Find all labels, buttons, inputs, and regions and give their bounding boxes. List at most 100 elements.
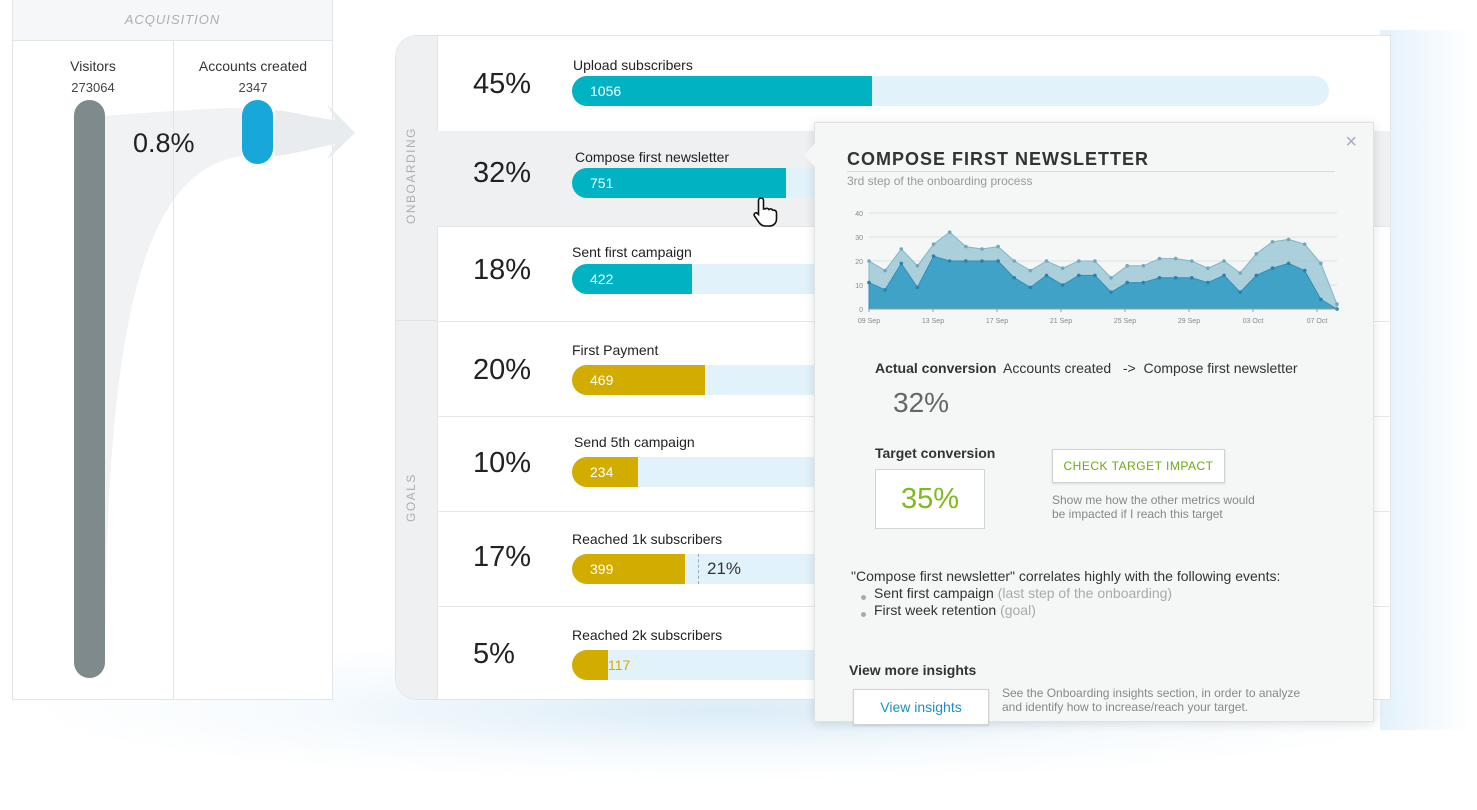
hand-cursor-icon	[753, 197, 778, 227]
visitors-bar[interactable]	[74, 100, 105, 678]
section-strip	[396, 36, 438, 699]
y-tick-label: 30	[855, 235, 863, 242]
data-point	[964, 259, 968, 263]
data-point	[1206, 266, 1210, 270]
x-tick-label: 07 Oct	[1307, 318, 1328, 325]
target-conversion-label: Target conversion	[875, 445, 996, 461]
data-point	[1302, 242, 1307, 246]
popup-title: COMPOSE FIRST NEWSLETTER	[847, 149, 1150, 169]
insights-description-1: See the Onboarding insights section, in …	[1002, 686, 1301, 700]
data-point	[1012, 259, 1017, 263]
data-point	[947, 230, 952, 234]
view-insights-button[interactable]: View insights	[853, 689, 989, 725]
data-point	[1012, 276, 1017, 280]
data-point	[1335, 302, 1339, 306]
section-label-onboarding: ONBOARDING	[404, 126, 418, 224]
title-divider	[847, 171, 1335, 172]
correlation-text: "Compose first newsletter" correlates hi…	[851, 568, 1281, 584]
data-point	[1270, 240, 1275, 244]
data-point	[1254, 252, 1259, 256]
data-point	[867, 280, 871, 285]
data-point	[1076, 259, 1081, 263]
acquisition-divider	[173, 40, 174, 699]
popup-notch	[804, 143, 815, 167]
row-bar[interactable]: 469	[572, 365, 705, 395]
data-point	[899, 261, 904, 266]
row-bar[interactable]: 399	[572, 554, 685, 584]
data-point	[1141, 264, 1146, 268]
conversion-trend-chart: 0 10 20 30 40 09 Sep 13 Sep 17 Sep 21 Sep 25 Sep 2…	[855, 211, 1339, 325]
visitors-label: Visitors	[70, 58, 116, 74]
actual-conversion-value: 32%	[893, 387, 950, 418]
y-tick-label: 40	[855, 211, 863, 218]
check-target-impact-button[interactable]: CHECK TARGET IMPACT	[1052, 449, 1225, 483]
accounts-bar[interactable]	[242, 100, 273, 164]
data-point	[1028, 285, 1033, 290]
row-label: Send 5th campaign	[574, 434, 695, 450]
row-percent: 18%	[473, 254, 532, 286]
correlation-event: Sent first campaign	[874, 585, 994, 601]
bullet-icon	[861, 612, 866, 617]
funnel-connector	[105, 108, 242, 678]
funnel-row-upload-subscribers[interactable]: 45% Upload subscribers 1056	[437, 36, 1390, 132]
section-label-goals: GOALS	[404, 473, 418, 522]
accounts-column: Accounts created 2347	[173, 58, 333, 95]
correlation-item: First week retention (goal)	[861, 602, 1036, 618]
insights-title: View more insights	[849, 662, 977, 678]
actual-conversion-label: Actual conversion	[875, 360, 997, 376]
correlation-note: (goal)	[1000, 602, 1036, 618]
row-label: Sent first campaign	[572, 244, 692, 260]
data-point	[931, 254, 936, 258]
data-point	[1157, 256, 1162, 261]
row-bar[interactable]: 117	[572, 650, 630, 680]
x-tick-label: 29 Sep	[1178, 318, 1200, 325]
x-tick-label: 09 Sep	[858, 318, 880, 325]
row-percent: 17%	[473, 541, 532, 573]
row-bar[interactable]: 422	[572, 264, 692, 294]
accounts-value: 2347	[238, 80, 268, 95]
row-percent: 20%	[473, 354, 532, 386]
data-point	[1286, 261, 1291, 266]
row-bar[interactable]: 234	[572, 457, 638, 487]
close-icon[interactable]: ×	[1345, 131, 1357, 153]
y-tick-label: 20	[855, 259, 863, 266]
data-point	[931, 242, 936, 246]
data-point	[1157, 276, 1162, 280]
row-label: Compose first newsletter	[575, 149, 730, 165]
row-percent: 32%	[473, 157, 532, 189]
data-point	[1125, 280, 1130, 285]
data-point	[1109, 276, 1113, 280]
data-point	[1173, 256, 1178, 261]
data-point	[996, 259, 1000, 263]
data-point	[980, 247, 984, 251]
data-point	[1270, 266, 1275, 270]
data-point	[1125, 264, 1130, 268]
y-tick-label: 0	[859, 307, 863, 314]
data-point	[1319, 297, 1323, 302]
check-impact-description-2: be impacted if I reach this target	[1052, 507, 1223, 521]
row-label: Reached 1k subscribers	[572, 531, 723, 547]
data-point	[1302, 268, 1307, 273]
insights-description-2: and identify how to increase/reach your …	[1002, 700, 1249, 714]
row-bar[interactable]: 751	[572, 168, 786, 198]
data-point	[915, 264, 920, 268]
target-conversion-input[interactable]: 35%	[875, 469, 985, 529]
accounts-label: Accounts created	[198, 58, 308, 74]
y-tick-label: 10	[855, 283, 863, 290]
row-label: Reached 2k subscribers	[572, 627, 723, 643]
target-percent: 21%	[698, 554, 741, 584]
check-impact-description-1: Show me how the other metrics would	[1052, 493, 1255, 507]
acquisition-conversion-rate: 0.8%	[133, 128, 195, 158]
arrow-right-icon	[275, 104, 355, 160]
acquisition-header: ACQUISITION	[13, 0, 332, 41]
data-point	[1028, 268, 1033, 273]
row-percent: 10%	[473, 447, 532, 479]
step-detail-popup: × COMPOSE FIRST NEWSLETTER 3rd step of t…	[804, 122, 1374, 725]
visitors-value: 273064	[71, 80, 115, 95]
data-point	[883, 288, 887, 292]
visitors-column: Visitors 273064	[13, 58, 173, 95]
data-point	[1060, 283, 1065, 287]
popup-subtitle: 3rd step of the onboarding process	[847, 174, 1033, 188]
x-tick-label: 25 Sep	[1114, 318, 1136, 325]
row-bar[interactable]: 1056	[572, 76, 872, 106]
